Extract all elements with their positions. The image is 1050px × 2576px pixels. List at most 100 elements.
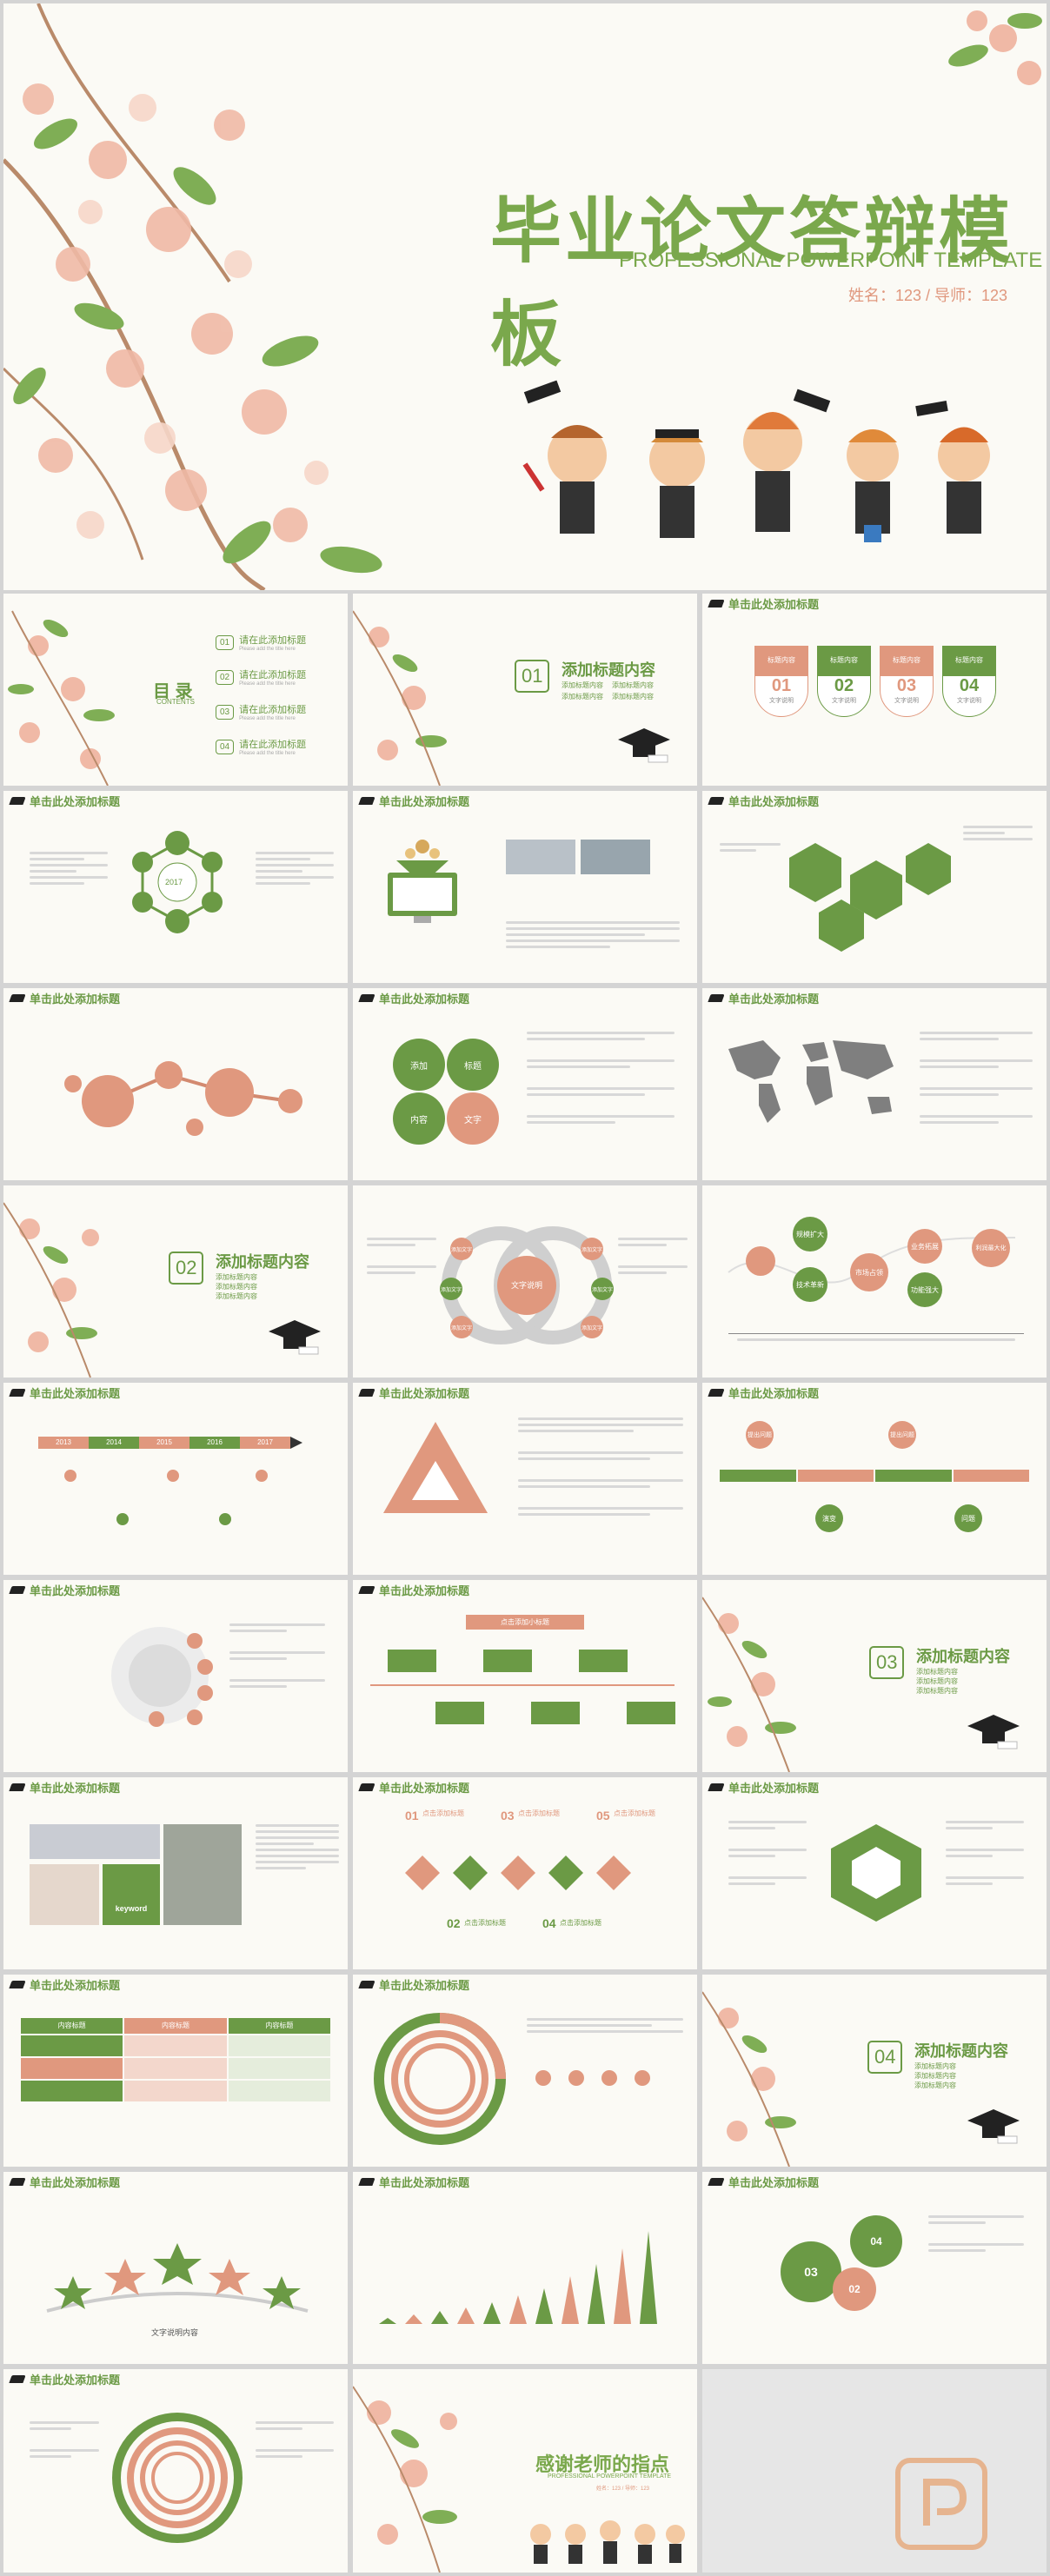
tab-card[interactable]: 标题内容 01 文字说明 — [754, 646, 808, 717]
section-num: 03 — [869, 1646, 905, 1679]
venn-node[interactable]: 添加文字 — [581, 1238, 603, 1260]
slide-header: 单击此处添加标题 — [353, 1383, 697, 1402]
tab-caption: 文字说明 — [832, 698, 856, 704]
growth-node[interactable] — [746, 1246, 775, 1276]
flow-box[interactable] — [579, 1650, 628, 1672]
venn-node[interactable]: 添加文字 — [450, 1316, 473, 1338]
toc-item[interactable]: 03 请在此添加标题 Please add the title here — [216, 694, 346, 729]
left-text-block — [720, 843, 781, 855]
hexagon-slide[interactable]: 单击此处添加标题 — [702, 791, 1047, 983]
flow-box[interactable] — [435, 1702, 484, 1724]
growth-node[interactable]: 利润最大化 — [972, 1229, 1010, 1267]
grad-cap-icon — [9, 2374, 26, 2383]
timeline-node[interactable] — [64, 1470, 76, 1482]
pyramid-slide[interactable]: 单击此处添加标题 — [353, 1383, 697, 1575]
world-map-icon — [728, 1040, 894, 1123]
section-bullet: 添加标题内容 — [216, 1292, 257, 1300]
flow-box[interactable] — [531, 1702, 580, 1724]
cover-slide[interactable]: 毕业论文答辩模板 PROFESSIONAL POWERPOINT TEMPLAT… — [3, 3, 1047, 590]
header-text: 单击此处添加标题 — [728, 2175, 820, 2189]
grad-cap-icon — [358, 1388, 375, 1397]
photo-collage-slide[interactable]: 单击此处添加标题 keyword — [3, 1777, 348, 1969]
timeline-node[interactable] — [116, 1513, 129, 1525]
growth-slide[interactable]: 规模扩大 技术革新 市场占领 业务拓展 功能强大 利润最大化 — [702, 1185, 1047, 1378]
quad-circle[interactable]: 添加 — [393, 1039, 445, 1091]
cycle-slide[interactable]: 单击此处添加标题 2017 — [3, 791, 348, 983]
toc-item[interactable]: 02 请在此添加标题 Please add the title here — [216, 660, 346, 694]
tab-caption: 文字说明 — [957, 698, 981, 704]
thanks-meta: 姓名：123 / 导师：123 — [596, 2486, 650, 2492]
radial-bar-slide[interactable]: 单击此处添加标题 — [353, 1975, 697, 2167]
toc-item-num: 01 — [216, 634, 235, 650]
bubble[interactable]: 02 — [833, 2267, 876, 2311]
flow-box[interactable] — [627, 1702, 675, 1724]
numbered-num: 02 — [447, 1916, 461, 1930]
slide-header: 单击此处添加标题 — [702, 2172, 1047, 2191]
tab-card[interactable]: 标题内容 02 文字说明 — [817, 646, 871, 717]
timeline-slide[interactable]: 单击此处添加标题 2013 2014 2015 2016 2017 — [3, 1383, 348, 1575]
growth-node[interactable]: 业务拓展 — [907, 1229, 942, 1264]
toc-item[interactable]: 04 请在此添加标题 Please add the title here — [216, 729, 346, 764]
funnel-slide[interactable]: 单击此处添加标题 — [353, 791, 697, 983]
connected-circles-slide[interactable]: 单击此处添加标题 — [3, 988, 348, 1180]
left-text-block — [728, 1821, 807, 1889]
growth-node[interactable]: 功能强大 — [907, 1272, 942, 1307]
stars-slide[interactable]: 单击此处添加标题 文字说明内容 — [3, 2172, 348, 2364]
header-text: 单击此处添加标题 — [379, 1781, 470, 1795]
section-04-slide[interactable]: 04 添加标题内容 添加标题内容 添加标题内容 添加标题内容 — [702, 1975, 1047, 2167]
section-bullet: 添加标题内容 — [562, 693, 603, 700]
header-text: 单击此处添加标题 — [379, 2175, 470, 2189]
grad-cap-icon — [9, 1980, 26, 1988]
venn-node[interactable]: 添加文字 — [450, 1238, 473, 1260]
bubble[interactable]: 03 — [781, 2241, 841, 2302]
timeline-node[interactable] — [167, 1470, 179, 1482]
growth-node[interactable]: 规模扩大 — [793, 1217, 827, 1251]
slide-header: 单击此处添加标题 — [353, 1777, 697, 1796]
quad-circles-slide[interactable]: 单击此处添加标题 添加 标题 内容 文字 — [353, 988, 697, 1180]
quad-circle[interactable]: 内容 — [393, 1092, 445, 1145]
growth-node[interactable]: 市场占领 — [850, 1253, 888, 1291]
bubble[interactable]: 04 — [850, 2215, 902, 2267]
thanks-slide[interactable]: 感谢老师的指点 PROFESSIONAL POWERPOINT TEMPLATE… — [353, 2369, 697, 2573]
venn-node[interactable]: 添加文字 — [591, 1278, 614, 1300]
section-01-slide[interactable]: 01 添加标题内容 添加标题内容 添加标题内容 添加标题内容 添加标题内容 — [353, 594, 697, 786]
quad-circle[interactable]: 文字 — [447, 1092, 499, 1145]
problem-node[interactable]: 提出问题 — [888, 1421, 916, 1449]
paragraph — [518, 1417, 683, 1519]
stat-icon — [535, 2070, 551, 2086]
bubbles-slide[interactable]: 单击此处添加标题 03 02 04 — [702, 2172, 1047, 2364]
numbered-slide[interactable]: 单击此处添加标题 01 03 05 点击添加标题 点击添加标题 点击添加标题 0… — [353, 1777, 697, 1969]
tabs-slide[interactable]: 单击此处添加标题 标题内容 01 文字说明 标题内容 02 文字说明 标题内容 … — [702, 594, 1047, 786]
action-node[interactable]: 演变 — [815, 1504, 843, 1532]
timeline-node[interactable] — [219, 1513, 231, 1525]
grad-cap-icon — [708, 2177, 725, 2186]
venn-node[interactable]: 添加文字 — [581, 1316, 603, 1338]
bar-chart-slide[interactable]: 单击此处添加标题 — [353, 2172, 697, 2364]
problem-slide[interactable]: 单击此处添加标题 提出问题 提出问题 演变 问题 — [702, 1383, 1047, 1575]
section-num: 01 — [515, 660, 550, 693]
timeline-node[interactable] — [256, 1470, 268, 1482]
section-03-slide[interactable]: 03 添加标题内容 添加标题内容 添加标题内容 添加标题内容 — [702, 1580, 1047, 1772]
toc-item[interactable]: 01 请在此添加标题 Please add the title here — [216, 625, 346, 660]
quad-circle[interactable]: 标题 — [447, 1039, 499, 1091]
slide-header: 单击此处添加标题 — [353, 1580, 697, 1599]
world-map-slide[interactable]: 单击此处添加标题 — [702, 988, 1047, 1180]
problem-node[interactable]: 提出问题 — [746, 1421, 774, 1449]
flow-box[interactable] — [388, 1650, 436, 1672]
toc-slide[interactable]: 目 录 CONTENTS 01 请在此添加标题 Please add the ti… — [3, 594, 348, 786]
tab-card[interactable]: 标题内容 03 文字说明 — [880, 646, 934, 717]
header-text: 单击此处添加标题 — [30, 2373, 121, 2387]
hex-ring-slide[interactable]: 单击此处添加标题 — [702, 1777, 1047, 1969]
venn-node[interactable]: 添加文字 — [440, 1278, 462, 1300]
venn-slide[interactable]: 文字说明 添加文字 添加文字 添加文字 添加文字 添加文字 添加文字 — [353, 1185, 697, 1378]
tab-card[interactable]: 标题内容 04 文字说明 — [942, 646, 996, 717]
orbit-slide[interactable]: 单击此处添加标题 — [3, 1580, 348, 1772]
action-node[interactable]: 问题 — [954, 1504, 982, 1532]
flow-slide[interactable]: 单击此处添加标题 点击添加小标题 — [353, 1580, 697, 1772]
flow-box[interactable] — [483, 1650, 532, 1672]
toc-title: 目 录 — [153, 682, 193, 701]
ring-chart-slide[interactable]: 单击此处添加标题 — [3, 2369, 348, 2573]
growth-node[interactable]: 技术革新 — [793, 1267, 827, 1302]
section-02-slide[interactable]: 02 添加标题内容 添加标题内容 添加标题内容 添加标题内容 — [3, 1185, 348, 1378]
table-slide[interactable]: 单击此处添加标题 内容标题 内容标题 内容标题 — [3, 1975, 348, 2167]
